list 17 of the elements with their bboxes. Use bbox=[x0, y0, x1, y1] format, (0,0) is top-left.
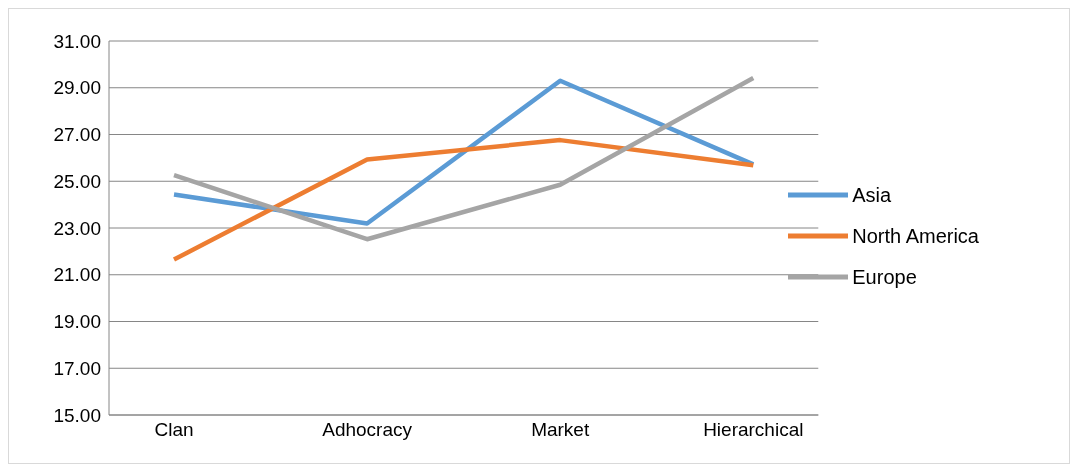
x-tick-label: Clan bbox=[154, 419, 194, 441]
legend-label: North America bbox=[852, 224, 979, 248]
y-tick-label: 21.00 bbox=[53, 264, 101, 286]
y-tick-label: 29.00 bbox=[53, 77, 101, 99]
y-tick-label: 15.00 bbox=[53, 404, 101, 426]
y-tick-label: 31.00 bbox=[53, 30, 101, 52]
legend-label: Asia bbox=[852, 183, 892, 207]
legend-label: Europe bbox=[852, 265, 917, 289]
y-tick-label: 25.00 bbox=[53, 170, 101, 192]
x-tick-label: Hierarchical bbox=[703, 419, 804, 441]
y-tick-label: 17.00 bbox=[53, 357, 101, 379]
x-tick-label: Adhocracy bbox=[322, 419, 413, 441]
y-tick-label: 19.00 bbox=[53, 311, 101, 333]
y-tick-label: 23.00 bbox=[53, 217, 101, 239]
y-tick-label: 27.00 bbox=[53, 124, 101, 146]
line-series bbox=[171, 137, 756, 262]
x-tick-label: Market bbox=[531, 419, 590, 441]
